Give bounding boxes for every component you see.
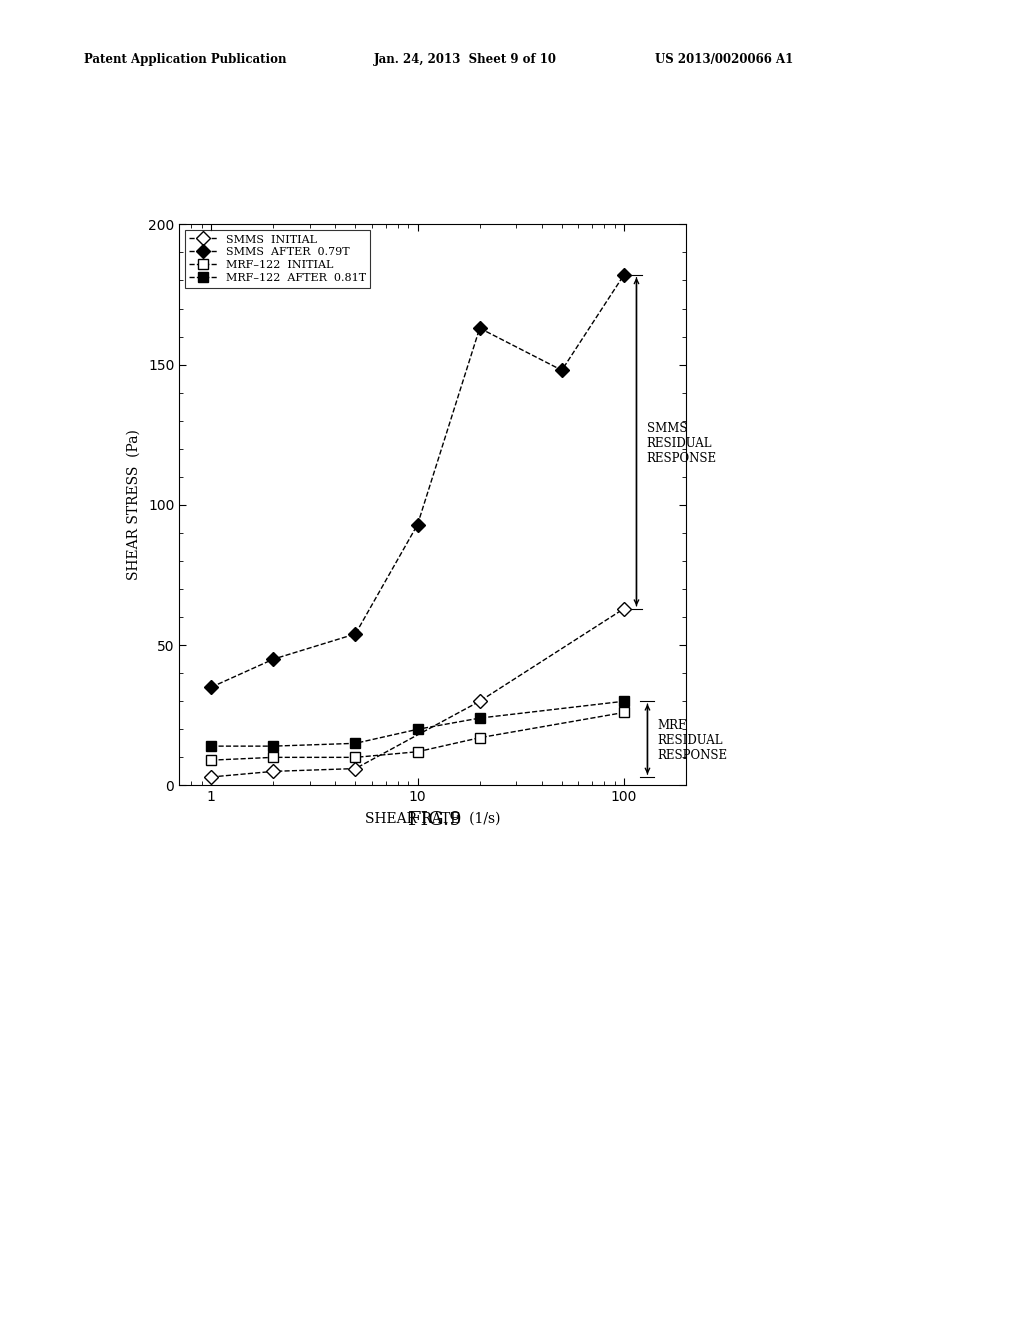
Text: US 2013/0020066 A1: US 2013/0020066 A1	[655, 53, 794, 66]
Text: FIG.9: FIG.9	[408, 810, 463, 829]
SMMS  AFTER  0.79T	[617, 267, 630, 282]
MRF–122  INITIAL	[473, 730, 485, 746]
MRF–122  AFTER  0.81T	[473, 710, 485, 726]
Y-axis label: SHEAR STRESS  (Pa): SHEAR STRESS (Pa)	[127, 429, 141, 581]
MRF–122  INITIAL	[205, 752, 217, 768]
Line: MRF–122  INITIAL: MRF–122 INITIAL	[206, 708, 629, 766]
MRF–122  AFTER  0.81T	[617, 693, 630, 709]
MRF–122  INITIAL	[349, 750, 361, 766]
SMMS  INITIAL	[617, 601, 630, 616]
SMMS  AFTER  0.79T	[267, 651, 280, 667]
MRF–122  INITIAL	[617, 705, 630, 721]
Line: SMMS  INITIAL: SMMS INITIAL	[206, 603, 629, 781]
Text: SMMS
RESIDUAL
RESPONSE: SMMS RESIDUAL RESPONSE	[646, 421, 717, 465]
SMMS  AFTER  0.79T	[412, 516, 424, 532]
MRF–122  INITIAL	[412, 744, 424, 760]
SMMS  AFTER  0.79T	[556, 362, 568, 378]
SMMS  AFTER  0.79T	[349, 626, 361, 642]
Text: MRF
RESIDUAL
RESPONSE: MRF RESIDUAL RESPONSE	[657, 719, 728, 762]
MRF–122  AFTER  0.81T	[412, 721, 424, 737]
X-axis label: SHEAR RATE  (1/s): SHEAR RATE (1/s)	[365, 812, 501, 825]
Legend: SMMS  INITIAL, SMMS  AFTER  0.79T, MRF–122  INITIAL, MRF–122  AFTER  0.81T: SMMS INITIAL, SMMS AFTER 0.79T, MRF–122 …	[184, 230, 371, 288]
SMMS  INITIAL	[205, 770, 217, 785]
SMMS  INITIAL	[267, 763, 280, 779]
Line: SMMS  AFTER  0.79T: SMMS AFTER 0.79T	[206, 271, 629, 692]
SMMS  INITIAL	[473, 693, 485, 709]
MRF–122  AFTER  0.81T	[205, 738, 217, 754]
Text: Jan. 24, 2013  Sheet 9 of 10: Jan. 24, 2013 Sheet 9 of 10	[374, 53, 557, 66]
SMMS  INITIAL	[349, 760, 361, 776]
SMMS  AFTER  0.79T	[473, 321, 485, 337]
SMMS  AFTER  0.79T	[205, 680, 217, 696]
MRF–122  AFTER  0.81T	[349, 735, 361, 751]
Text: Patent Application Publication: Patent Application Publication	[84, 53, 287, 66]
Line: MRF–122  AFTER  0.81T: MRF–122 AFTER 0.81T	[206, 697, 629, 751]
MRF–122  AFTER  0.81T	[267, 738, 280, 754]
MRF–122  INITIAL	[267, 750, 280, 766]
